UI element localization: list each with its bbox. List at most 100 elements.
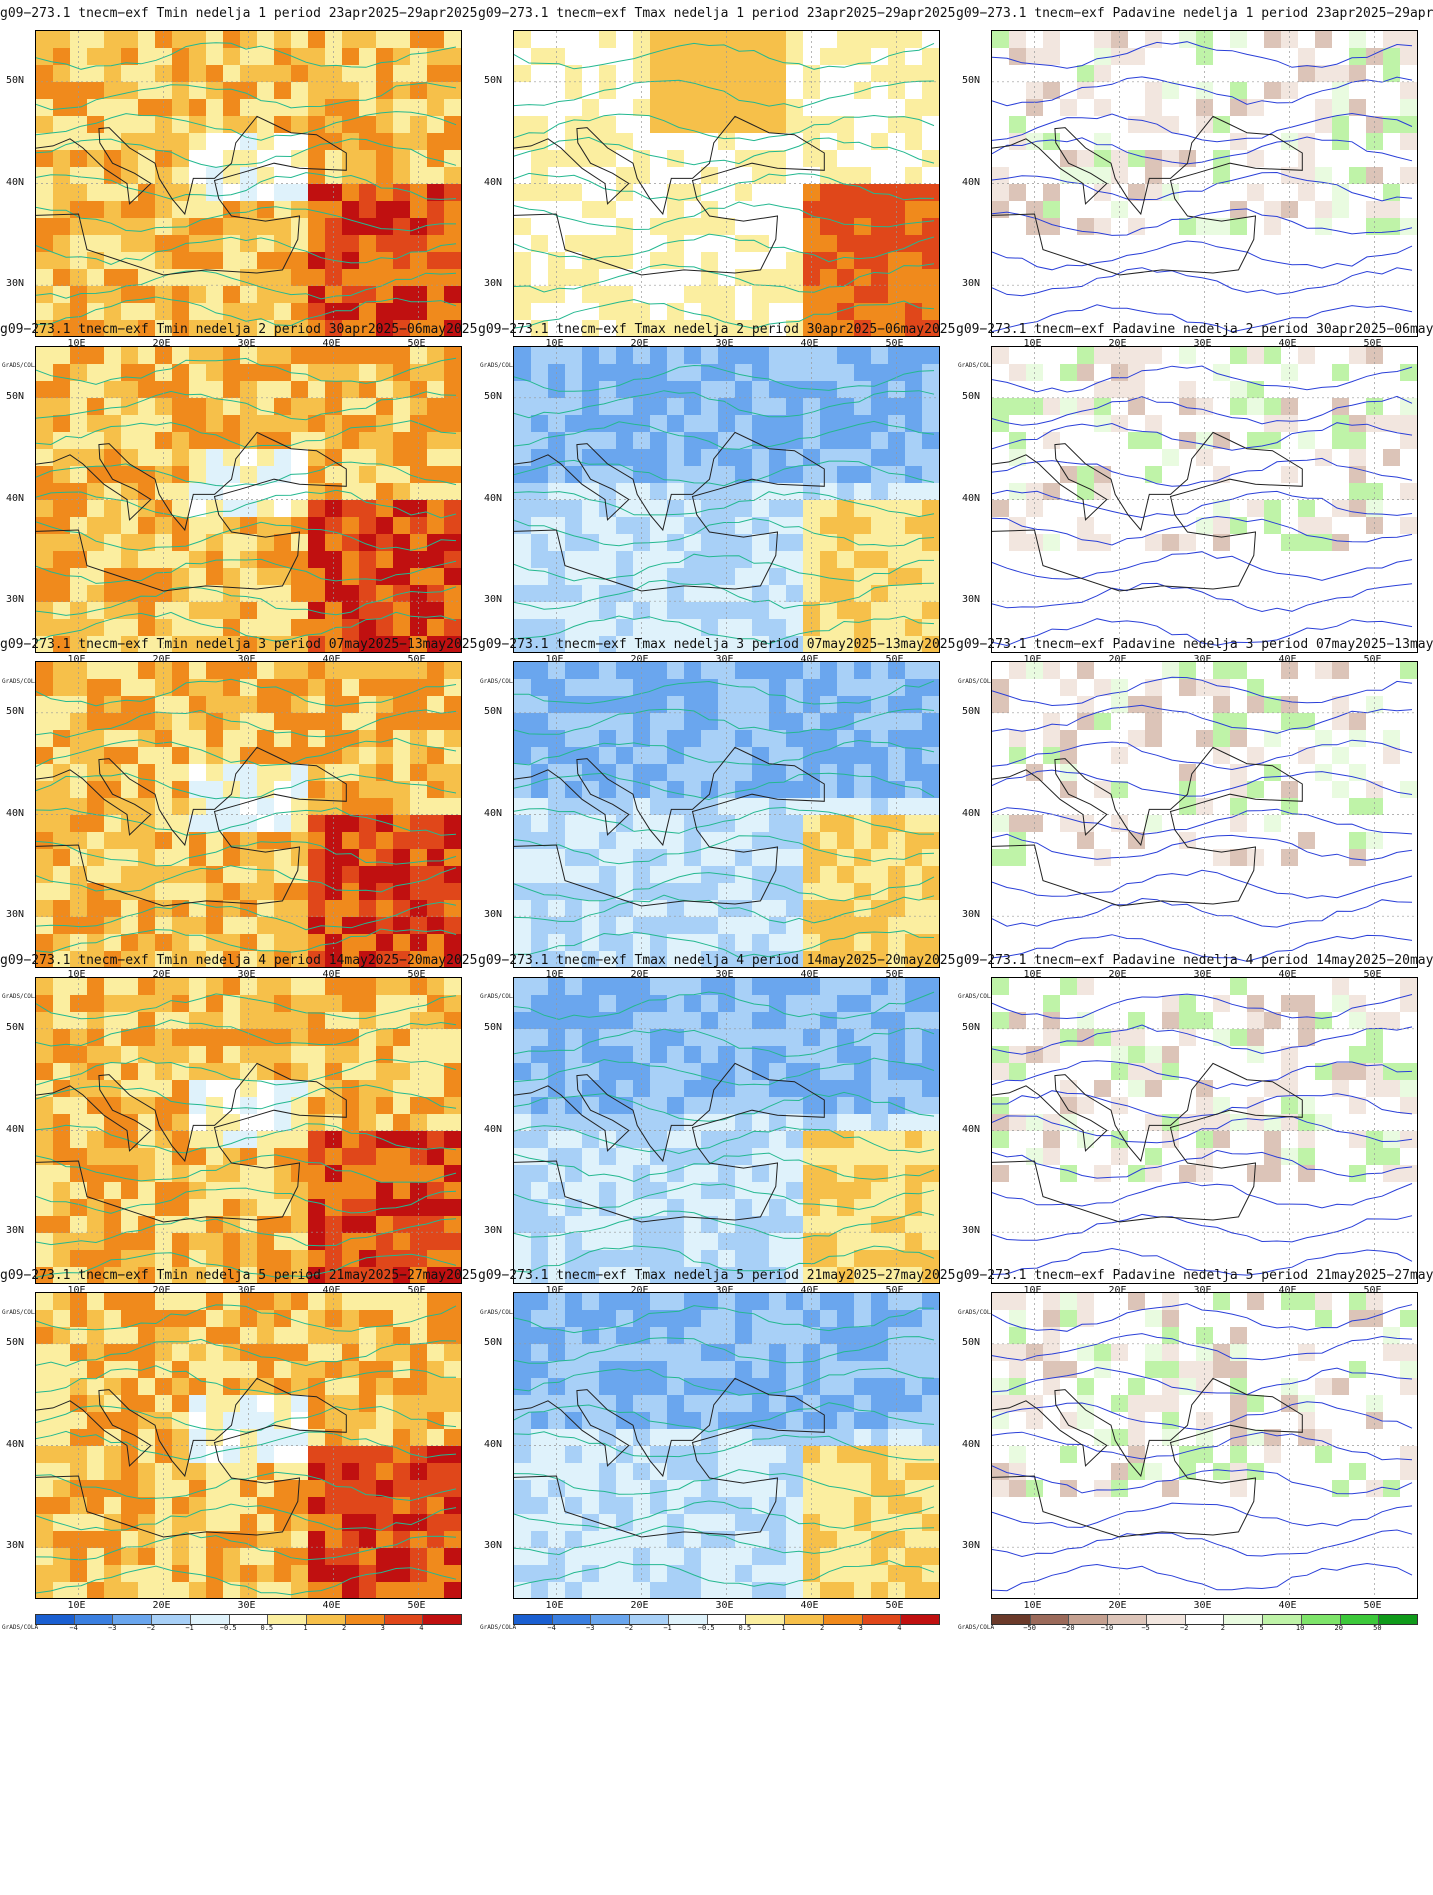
anomaly-map [513, 30, 940, 337]
lon-label: 30E [715, 654, 734, 665]
grads-credit: GrADS/COLA [958, 678, 995, 685]
lon-label: 10E [1023, 1285, 1042, 1296]
lon-label: 50E [407, 1285, 426, 1296]
panel-title: g09−273.1 tnecm−exf Tmin nedelja 4 perio… [0, 953, 477, 968]
grads-credit: GrADS/COLA [2, 362, 39, 369]
lon-label: 50E [407, 969, 426, 980]
lat-label: 30N [484, 909, 503, 921]
lon-label: 40E [322, 338, 341, 349]
lon-label: 50E [885, 969, 904, 980]
lat-label: 50N [484, 1336, 503, 1348]
lat-label: 40N [484, 1123, 503, 1135]
lon-label: 30E [1193, 1600, 1212, 1611]
lon-label: 40E [322, 1285, 341, 1296]
panel-title: g09−273.1 tnecm−exf Padavine nedelja 3 p… [956, 637, 1433, 652]
lat-label: 40N [484, 176, 503, 188]
panel-title: g09−273.1 tnecm−exf Padavine nedelja 4 p… [956, 953, 1433, 968]
lat-label: 40N [962, 807, 981, 819]
grads-credit: GrADS/COLA [480, 362, 517, 369]
lon-label: 20E [1108, 338, 1127, 349]
panel-title: g09−273.1 tnecm−exf Tmin nedelja 5 perio… [0, 1268, 477, 1283]
lon-label: 10E [67, 1285, 86, 1296]
map-panel-tmin-week-3: g09−273.1 tnecm−exf Tmin nedelja 3 perio… [0, 631, 477, 1010]
lon-label: 40E [800, 969, 819, 980]
color-bar-label: −20 [1061, 1624, 1075, 1632]
lat-label: 40N [6, 1123, 25, 1135]
lat-label: 50N [484, 705, 503, 717]
lon-label: 40E [1278, 654, 1297, 665]
anomaly-map [991, 1292, 1418, 1599]
lon-label: 10E [545, 654, 564, 665]
lat-label: 40N [962, 492, 981, 504]
lat-label: 40N [6, 176, 25, 188]
lon-label: 20E [630, 969, 649, 980]
lat-label: 50N [6, 390, 25, 402]
lon-label: 20E [152, 969, 171, 980]
lon-label: 50E [885, 654, 904, 665]
lon-label: 10E [1023, 654, 1042, 665]
lon-label: 50E [1363, 969, 1382, 980]
grads-credit: GrADS/COLA [480, 1624, 517, 1631]
panel-title: g09−273.1 tnecm−exf Tmin nedelja 1 perio… [0, 6, 477, 21]
lon-label: 10E [545, 969, 564, 980]
lon-label: 50E [1363, 654, 1382, 665]
lon-label: 20E [1108, 969, 1127, 980]
lon-label: 50E [407, 338, 426, 349]
lon-label: 40E [322, 654, 341, 665]
anomaly-map [513, 346, 940, 653]
lon-label: 10E [67, 1600, 86, 1611]
lon-label: 10E [67, 969, 86, 980]
lon-label: 20E [630, 338, 649, 349]
color-bar-label: 3 [380, 1624, 385, 1632]
lat-label: 30N [484, 1225, 503, 1237]
lat-label: 40N [962, 1123, 981, 1135]
map-panel-tmin-week-2: g09−273.1 tnecm−exf Tmin nedelja 2 perio… [0, 316, 477, 695]
lon-label: 20E [1108, 1285, 1127, 1296]
panel-title: g09−273.1 tnecm−exf Tmin nedelja 2 perio… [0, 322, 477, 337]
color-bar-label: 2 [819, 1624, 825, 1632]
grads-credit: GrADS/COLA [2, 1309, 39, 1316]
color-bar-label: 20 [1334, 1624, 1343, 1632]
panel-title: g09−273.1 tnecm−exf Tmax nedelja 2 perio… [478, 322, 955, 337]
lat-label: 30N [6, 909, 25, 921]
color-bar-label: 0.5 [738, 1624, 752, 1632]
grads-credit: GrADS/COLA [480, 993, 517, 1000]
map-panel-prec-week-5: g09−273.1 tnecm−exf Padavine nedelja 5 p… [956, 1262, 1433, 1641]
map-panel-tmax-week-2: g09−273.1 tnecm−exf Tmax nedelja 2 perio… [478, 316, 955, 695]
lon-label: 20E [152, 654, 171, 665]
color-bar-label: −4 [69, 1624, 78, 1632]
color-bar [991, 1614, 1418, 1625]
color-bar-label: 50 [1373, 1624, 1382, 1632]
lat-label: 30N [484, 278, 503, 290]
anomaly-map [35, 1292, 462, 1599]
lon-label: 30E [715, 969, 734, 980]
color-bar [35, 1614, 462, 1625]
lon-label: 10E [545, 1600, 564, 1611]
grads-credit: GrADS/COLA [480, 1309, 517, 1316]
lat-label: 30N [962, 1225, 981, 1237]
lon-label: 30E [237, 338, 256, 349]
grads-credit: GrADS/COLA [480, 678, 517, 685]
color-bar-label: −2 [624, 1624, 634, 1632]
lat-label: 30N [962, 1540, 981, 1552]
map-panel-prec-week-1: g09−273.1 tnecm−exf Padavine nedelja 1 p… [956, 0, 1433, 379]
color-bar-label: −3 [586, 1624, 595, 1632]
color-bar-label: −0.5 [697, 1624, 715, 1632]
lat-label: 50N [6, 1021, 25, 1033]
lat-label: 30N [484, 1540, 503, 1552]
lon-label: 30E [237, 969, 256, 980]
color-bar-label: 4 [419, 1624, 424, 1632]
color-bar-label: −50 [1023, 1624, 1036, 1632]
map-panel-prec-week-2: g09−273.1 tnecm−exf Padavine nedelja 2 p… [956, 316, 1433, 695]
panel-title: g09−273.1 tnecm−exf Tmax nedelja 1 perio… [478, 6, 955, 21]
anomaly-map [991, 661, 1418, 968]
lon-label: 20E [1108, 1600, 1127, 1611]
lon-label: 40E [800, 338, 819, 349]
map-panel-tmax-week-4: g09−273.1 tnecm−exf Tmax nedelja 4 perio… [478, 947, 955, 1326]
color-bar-label: −4 [547, 1624, 556, 1632]
lat-label: 50N [6, 705, 25, 717]
anomaly-map [35, 977, 462, 1284]
lat-label: 50N [484, 390, 503, 402]
lon-label: 40E [322, 969, 341, 980]
lat-label: 50N [6, 74, 25, 86]
